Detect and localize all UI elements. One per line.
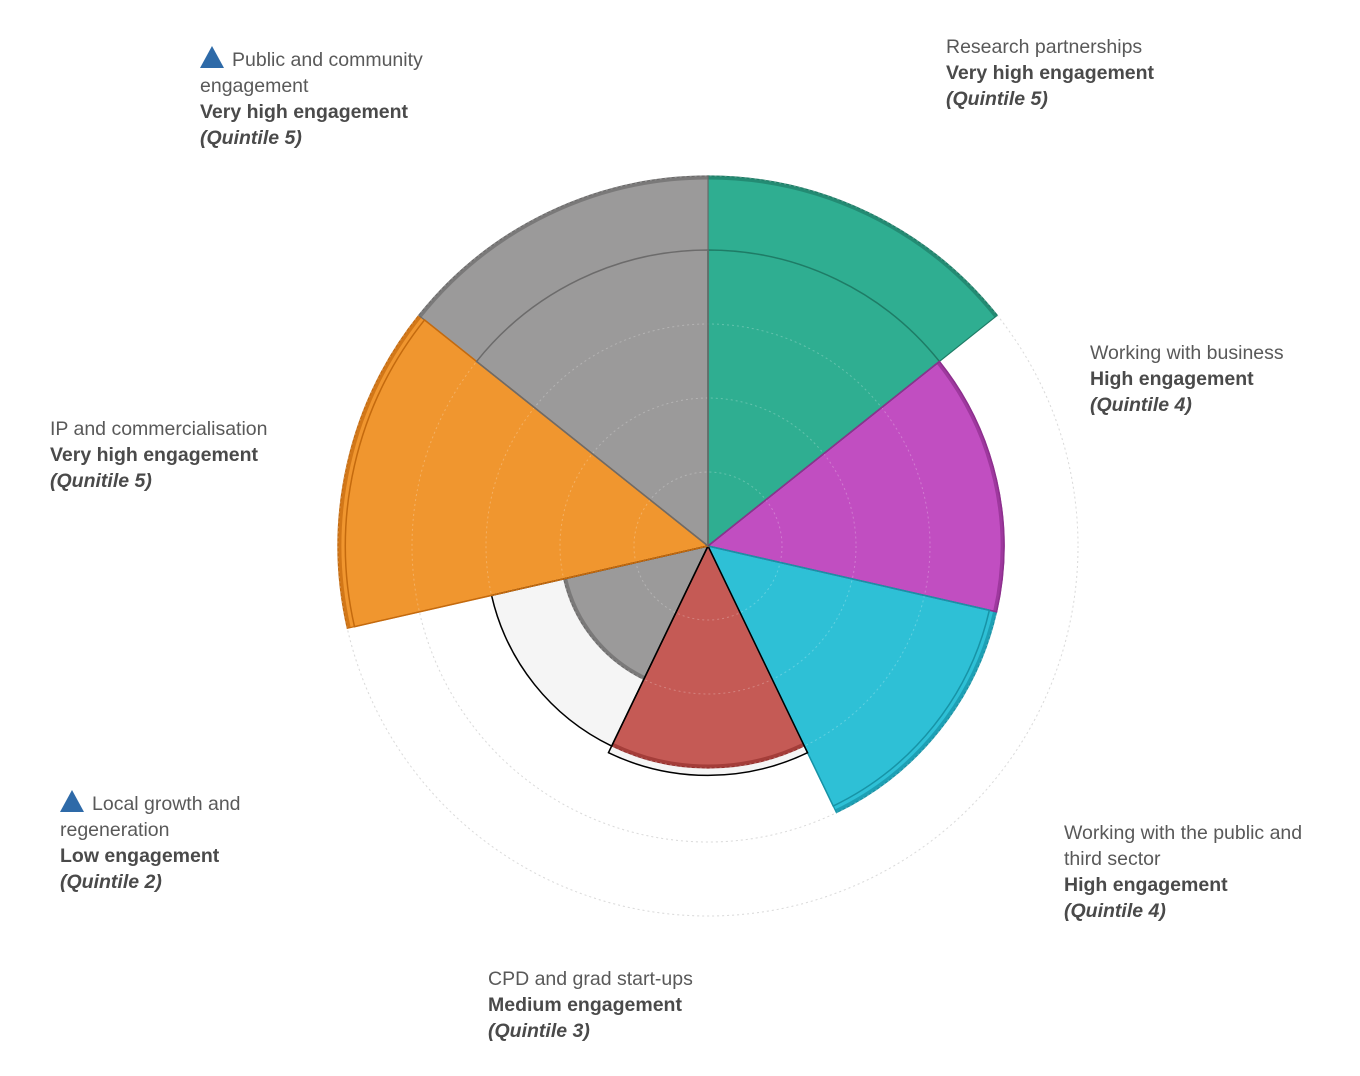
benchmark-outline: [475, 249, 709, 548]
label-quintile: (Quintile 4): [1064, 900, 1166, 922]
wedge-rim: [338, 315, 422, 629]
label-name: Working with business: [1090, 342, 1284, 364]
label-name: IP and commercialisation: [50, 418, 268, 440]
label-quintile: (Quintile 3): [488, 1020, 590, 1042]
label-level: Very high engagement: [946, 62, 1155, 84]
label-quintile: (Quintile 5): [200, 127, 302, 149]
grid-ring-overlay: [337, 175, 1079, 917]
label-quintile: (Quintile 4): [1090, 394, 1192, 416]
label-level: Very high engagement: [200, 101, 409, 123]
label-cpd-grad-startups: CPD and grad start-ups Medium engagement…: [488, 966, 693, 1044]
benchmark-outline: [706, 360, 1005, 613]
label-name: Research partnerships: [946, 36, 1143, 58]
label-working-with-business: Working with business High engagement (Q…: [1090, 340, 1284, 418]
triangle-flag-icon: [60, 790, 84, 812]
label-name: Local growth and regeneration: [60, 793, 241, 841]
benchmark-outline: [490, 544, 710, 748]
grid-ring-overlay: [633, 471, 783, 621]
label-quintile: (Quintile 2): [60, 871, 162, 893]
label-level: Low engagement: [60, 845, 220, 867]
wedge-public-and-community-engagement: [417, 175, 709, 548]
wedge-research-partnerships: [707, 175, 999, 548]
label-level: Medium engagement: [488, 994, 682, 1016]
triangle-flag-icon: [200, 46, 224, 68]
wedge-rim: [611, 742, 805, 768]
label-level: High engagement: [1064, 874, 1228, 896]
wedge-ip-and-commercialisation: [337, 314, 710, 630]
label-level: High engagement: [1090, 368, 1254, 390]
label-level: Very high engagement: [50, 444, 259, 466]
label-research-partnerships: Research partnerships Very high engageme…: [946, 34, 1154, 112]
label-ip-commercialisation: IP and commercialisation Very high engag…: [50, 416, 268, 494]
wedge-rim: [707, 176, 997, 318]
wedge-rim: [834, 611, 997, 813]
label-local-growth: Local growth and regeneration Low engage…: [60, 790, 290, 895]
label-working-with-public-third-sector: Working with the public and third sector…: [1064, 820, 1314, 924]
label-name: CPD and grad start-ups: [488, 968, 693, 990]
wedge-rim: [936, 361, 1004, 612]
wedge-rim: [419, 176, 709, 318]
benchmark-outline: [607, 544, 809, 777]
wedge-rim: [564, 578, 646, 679]
label-quintile: (Qunitile 5): [50, 470, 152, 492]
grid-ring-overlay: [559, 397, 857, 695]
label-quintile: (Quintile 5): [946, 88, 1048, 110]
label-name: Public and community engagement: [200, 49, 423, 97]
benchmark-outline: [706, 544, 991, 808]
label-public-community: Public and community engagement Very hig…: [200, 46, 460, 151]
benchmark-outline: [707, 249, 941, 548]
label-name: Working with the public and third sector: [1064, 822, 1303, 870]
benchmark-outline: [344, 318, 710, 628]
wedge-cpd-and-grad-start-ups: [610, 544, 806, 769]
